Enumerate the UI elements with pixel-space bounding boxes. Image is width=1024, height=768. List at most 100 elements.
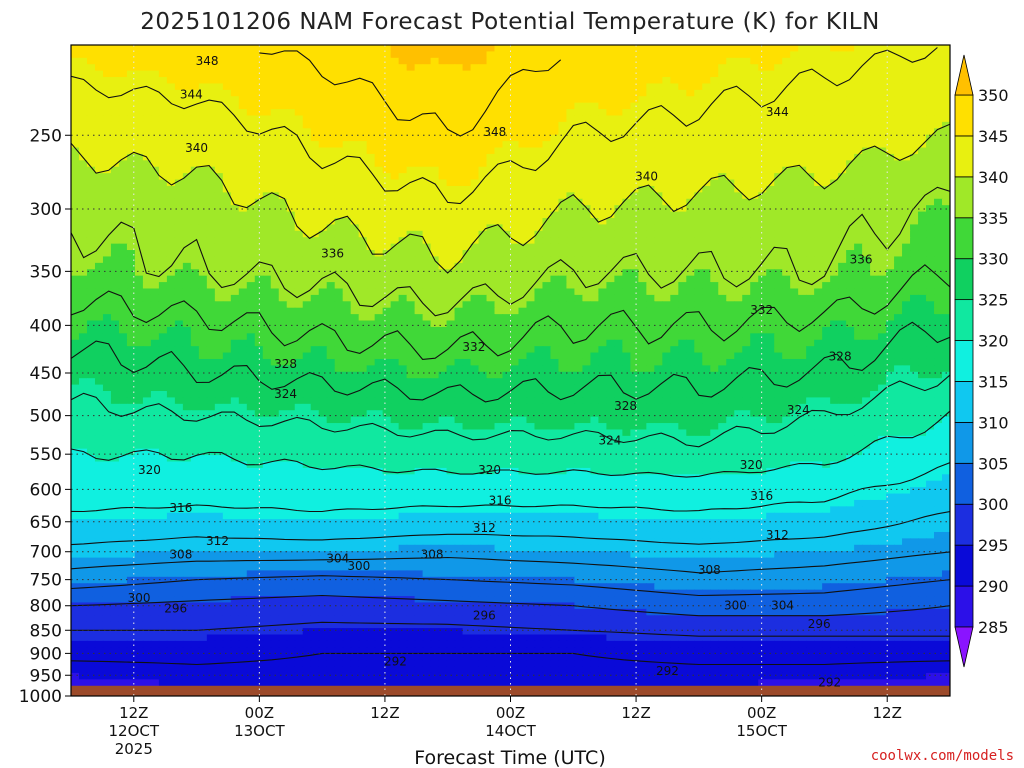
field-cell xyxy=(174,166,184,174)
field-cell xyxy=(518,89,528,97)
field-cell xyxy=(126,301,136,309)
field-cell xyxy=(542,230,552,238)
field-cell xyxy=(486,70,496,78)
field-cell xyxy=(910,102,919,110)
field-cell xyxy=(918,77,927,85)
field-cell xyxy=(102,250,112,258)
field-cell xyxy=(286,230,296,238)
field-cell xyxy=(934,307,943,315)
field-cell xyxy=(198,166,208,174)
field-cell xyxy=(790,141,799,149)
field-cell xyxy=(374,141,384,149)
field-cell xyxy=(558,134,568,142)
field-cell xyxy=(278,307,288,315)
field-cell xyxy=(254,237,264,245)
field-cell xyxy=(262,179,272,187)
field-cell xyxy=(646,269,655,277)
field-cell xyxy=(518,121,528,129)
field-cell xyxy=(582,301,592,309)
field-cell xyxy=(910,173,919,181)
field-cell xyxy=(110,128,120,136)
field-cell xyxy=(462,128,472,136)
field-cell xyxy=(438,282,448,290)
field-cell xyxy=(894,83,903,91)
field-cell xyxy=(126,262,136,270)
field-cell xyxy=(894,153,903,161)
field-cell xyxy=(422,333,432,341)
field-cell xyxy=(574,96,584,104)
field-cell xyxy=(294,275,304,283)
field-cell xyxy=(726,230,735,238)
field-cell xyxy=(166,77,176,85)
field-cell xyxy=(910,51,919,59)
field-cell xyxy=(382,77,392,85)
field-cell xyxy=(350,307,360,315)
field-cell xyxy=(606,89,615,97)
field-cell xyxy=(318,224,328,232)
field-cell xyxy=(166,333,176,341)
field-cell xyxy=(798,89,807,97)
field-cell xyxy=(494,301,504,309)
field-cell xyxy=(422,256,432,264)
field-cell xyxy=(110,230,120,238)
field-cell xyxy=(214,282,224,290)
field-cell xyxy=(302,96,312,104)
field-cell xyxy=(270,57,280,65)
field-cell xyxy=(654,141,663,149)
field-cell xyxy=(646,205,655,213)
field-cell xyxy=(174,89,184,97)
field-cell xyxy=(334,237,344,245)
field-cell xyxy=(646,250,655,258)
field-cell xyxy=(254,282,264,290)
field-cell xyxy=(222,288,232,296)
field-cell xyxy=(814,275,823,283)
field-cell xyxy=(350,237,360,245)
field-cell xyxy=(318,230,328,238)
field-cell xyxy=(862,179,871,187)
field-cell xyxy=(430,89,440,97)
field-cell xyxy=(142,269,152,277)
field-cell xyxy=(702,51,711,59)
field-cell xyxy=(638,83,647,91)
field-cell xyxy=(830,282,839,290)
field-cell xyxy=(166,173,176,181)
field-cell xyxy=(294,307,304,315)
field-cell xyxy=(822,45,831,53)
field-cell xyxy=(470,166,480,174)
field-cell xyxy=(294,141,304,149)
field-cell xyxy=(286,320,296,328)
field-cell xyxy=(142,198,152,206)
field-cell xyxy=(238,96,248,104)
field-cell xyxy=(846,230,855,238)
field-cell xyxy=(590,173,599,181)
field-cell xyxy=(838,109,847,117)
field-cell xyxy=(142,70,152,78)
field-cell xyxy=(910,288,919,296)
field-cell xyxy=(910,282,919,290)
field-cell xyxy=(318,45,328,53)
field-cell xyxy=(214,45,224,53)
field-cell xyxy=(350,57,360,65)
field-cell xyxy=(414,70,424,78)
field-cell xyxy=(550,89,560,97)
field-cell xyxy=(886,326,895,334)
field-cell xyxy=(326,166,336,174)
field-cell xyxy=(534,64,544,72)
field-cell xyxy=(566,70,576,78)
field-cell xyxy=(814,173,823,181)
field-cell xyxy=(806,282,815,290)
field-cell xyxy=(230,333,240,341)
field-cell xyxy=(734,179,743,187)
field-cell xyxy=(910,179,919,187)
field-cell xyxy=(118,134,128,142)
field-cell xyxy=(662,205,671,213)
field-cell xyxy=(846,320,855,328)
field-cell xyxy=(414,102,424,110)
field-cell xyxy=(790,64,799,72)
field-cell xyxy=(438,141,448,149)
field-cell xyxy=(470,320,480,328)
field-cell xyxy=(758,45,767,53)
field-cell xyxy=(78,83,88,91)
field-cell xyxy=(630,205,639,213)
field-cell xyxy=(430,115,440,123)
